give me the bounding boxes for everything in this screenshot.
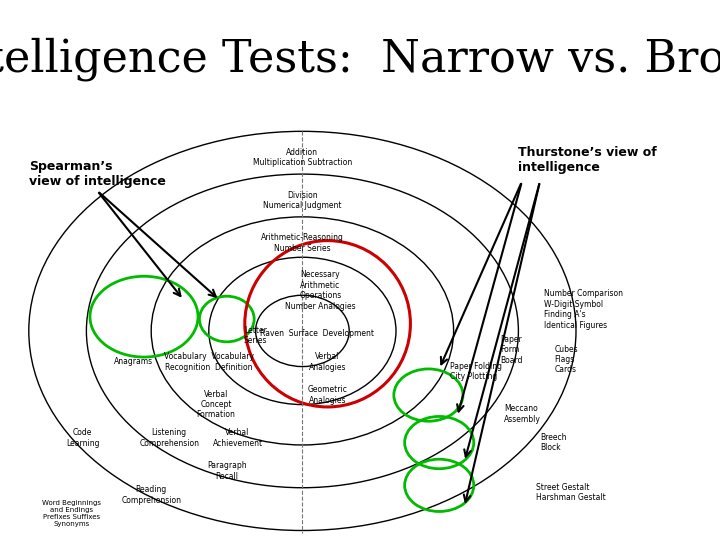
Text: Addition
Multiplication Subtraction: Addition Multiplication Subtraction — [253, 148, 352, 167]
Text: Spearman’s
view of intelligence: Spearman’s view of intelligence — [29, 160, 166, 188]
Text: Breech
Block: Breech Block — [540, 433, 567, 453]
Text: Division
Numerical Judgment: Division Numerical Judgment — [263, 191, 342, 210]
Text: Intelligence Tests:  Narrow vs. Broad: Intelligence Tests: Narrow vs. Broad — [0, 38, 720, 82]
Text: Vocabulary  Vocabulary
Recognition  Definition: Vocabulary Vocabulary Recognition Defini… — [163, 352, 253, 372]
Text: Verbal
Analogies: Verbal Analogies — [309, 352, 346, 372]
Text: Paper Folding
City Plotting: Paper Folding City Plotting — [450, 362, 502, 381]
Text: Verbal
Concept
Formation: Verbal Concept Formation — [197, 390, 235, 420]
Text: Necessary
Arithmetic
Operations
Number Analogies: Necessary Arithmetic Operations Number A… — [285, 271, 356, 310]
Text: Code
Learning: Code Learning — [66, 428, 99, 448]
Text: Raven  Surface  Development: Raven Surface Development — [260, 329, 374, 338]
Text: Number Comparison
W-Digit Symbol
Finding A's
Identical Figures: Number Comparison W-Digit Symbol Finding… — [544, 289, 623, 329]
Text: Arithmetic-Reasoning
Number Series: Arithmetic-Reasoning Number Series — [261, 233, 344, 253]
Text: Verbal
Achievement: Verbal Achievement — [212, 428, 263, 448]
Text: Letter
Series: Letter Series — [244, 326, 267, 346]
Text: Meccano
Assembly: Meccano Assembly — [504, 404, 541, 424]
Text: Thurstone’s view of
intelligence: Thurstone’s view of intelligence — [518, 146, 657, 174]
Text: Listening
Comprehension: Listening Comprehension — [139, 428, 199, 448]
Text: Word Beginnings
and Endings
Prefixes Suffixes
Synonyms: Word Beginnings and Endings Prefixes Suf… — [42, 501, 102, 528]
Text: Reading
Comprehension: Reading Comprehension — [121, 485, 181, 504]
Text: Paper
Form
Board: Paper Form Board — [500, 335, 523, 365]
Text: Anagrams: Anagrams — [114, 357, 153, 366]
Text: Geometric
Analogies: Geometric Analogies — [307, 386, 348, 405]
Text: Cubes
Flags
Cards: Cubes Flags Cards — [554, 345, 578, 374]
Text: Paragraph
Recall: Paragraph Recall — [207, 461, 247, 481]
Text: Street Gestalt
Harshman Gestalt: Street Gestalt Harshman Gestalt — [536, 483, 606, 502]
